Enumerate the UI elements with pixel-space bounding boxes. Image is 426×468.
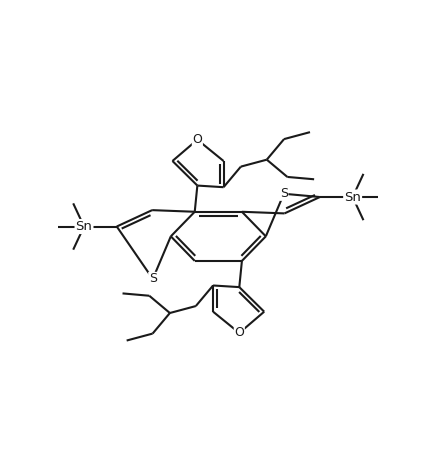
Text: O: O	[234, 327, 244, 339]
Text: O: O	[193, 133, 202, 146]
Text: Sn: Sn	[344, 190, 361, 204]
Text: S: S	[149, 272, 157, 285]
Text: S: S	[280, 187, 288, 200]
Text: Sn: Sn	[75, 220, 92, 233]
